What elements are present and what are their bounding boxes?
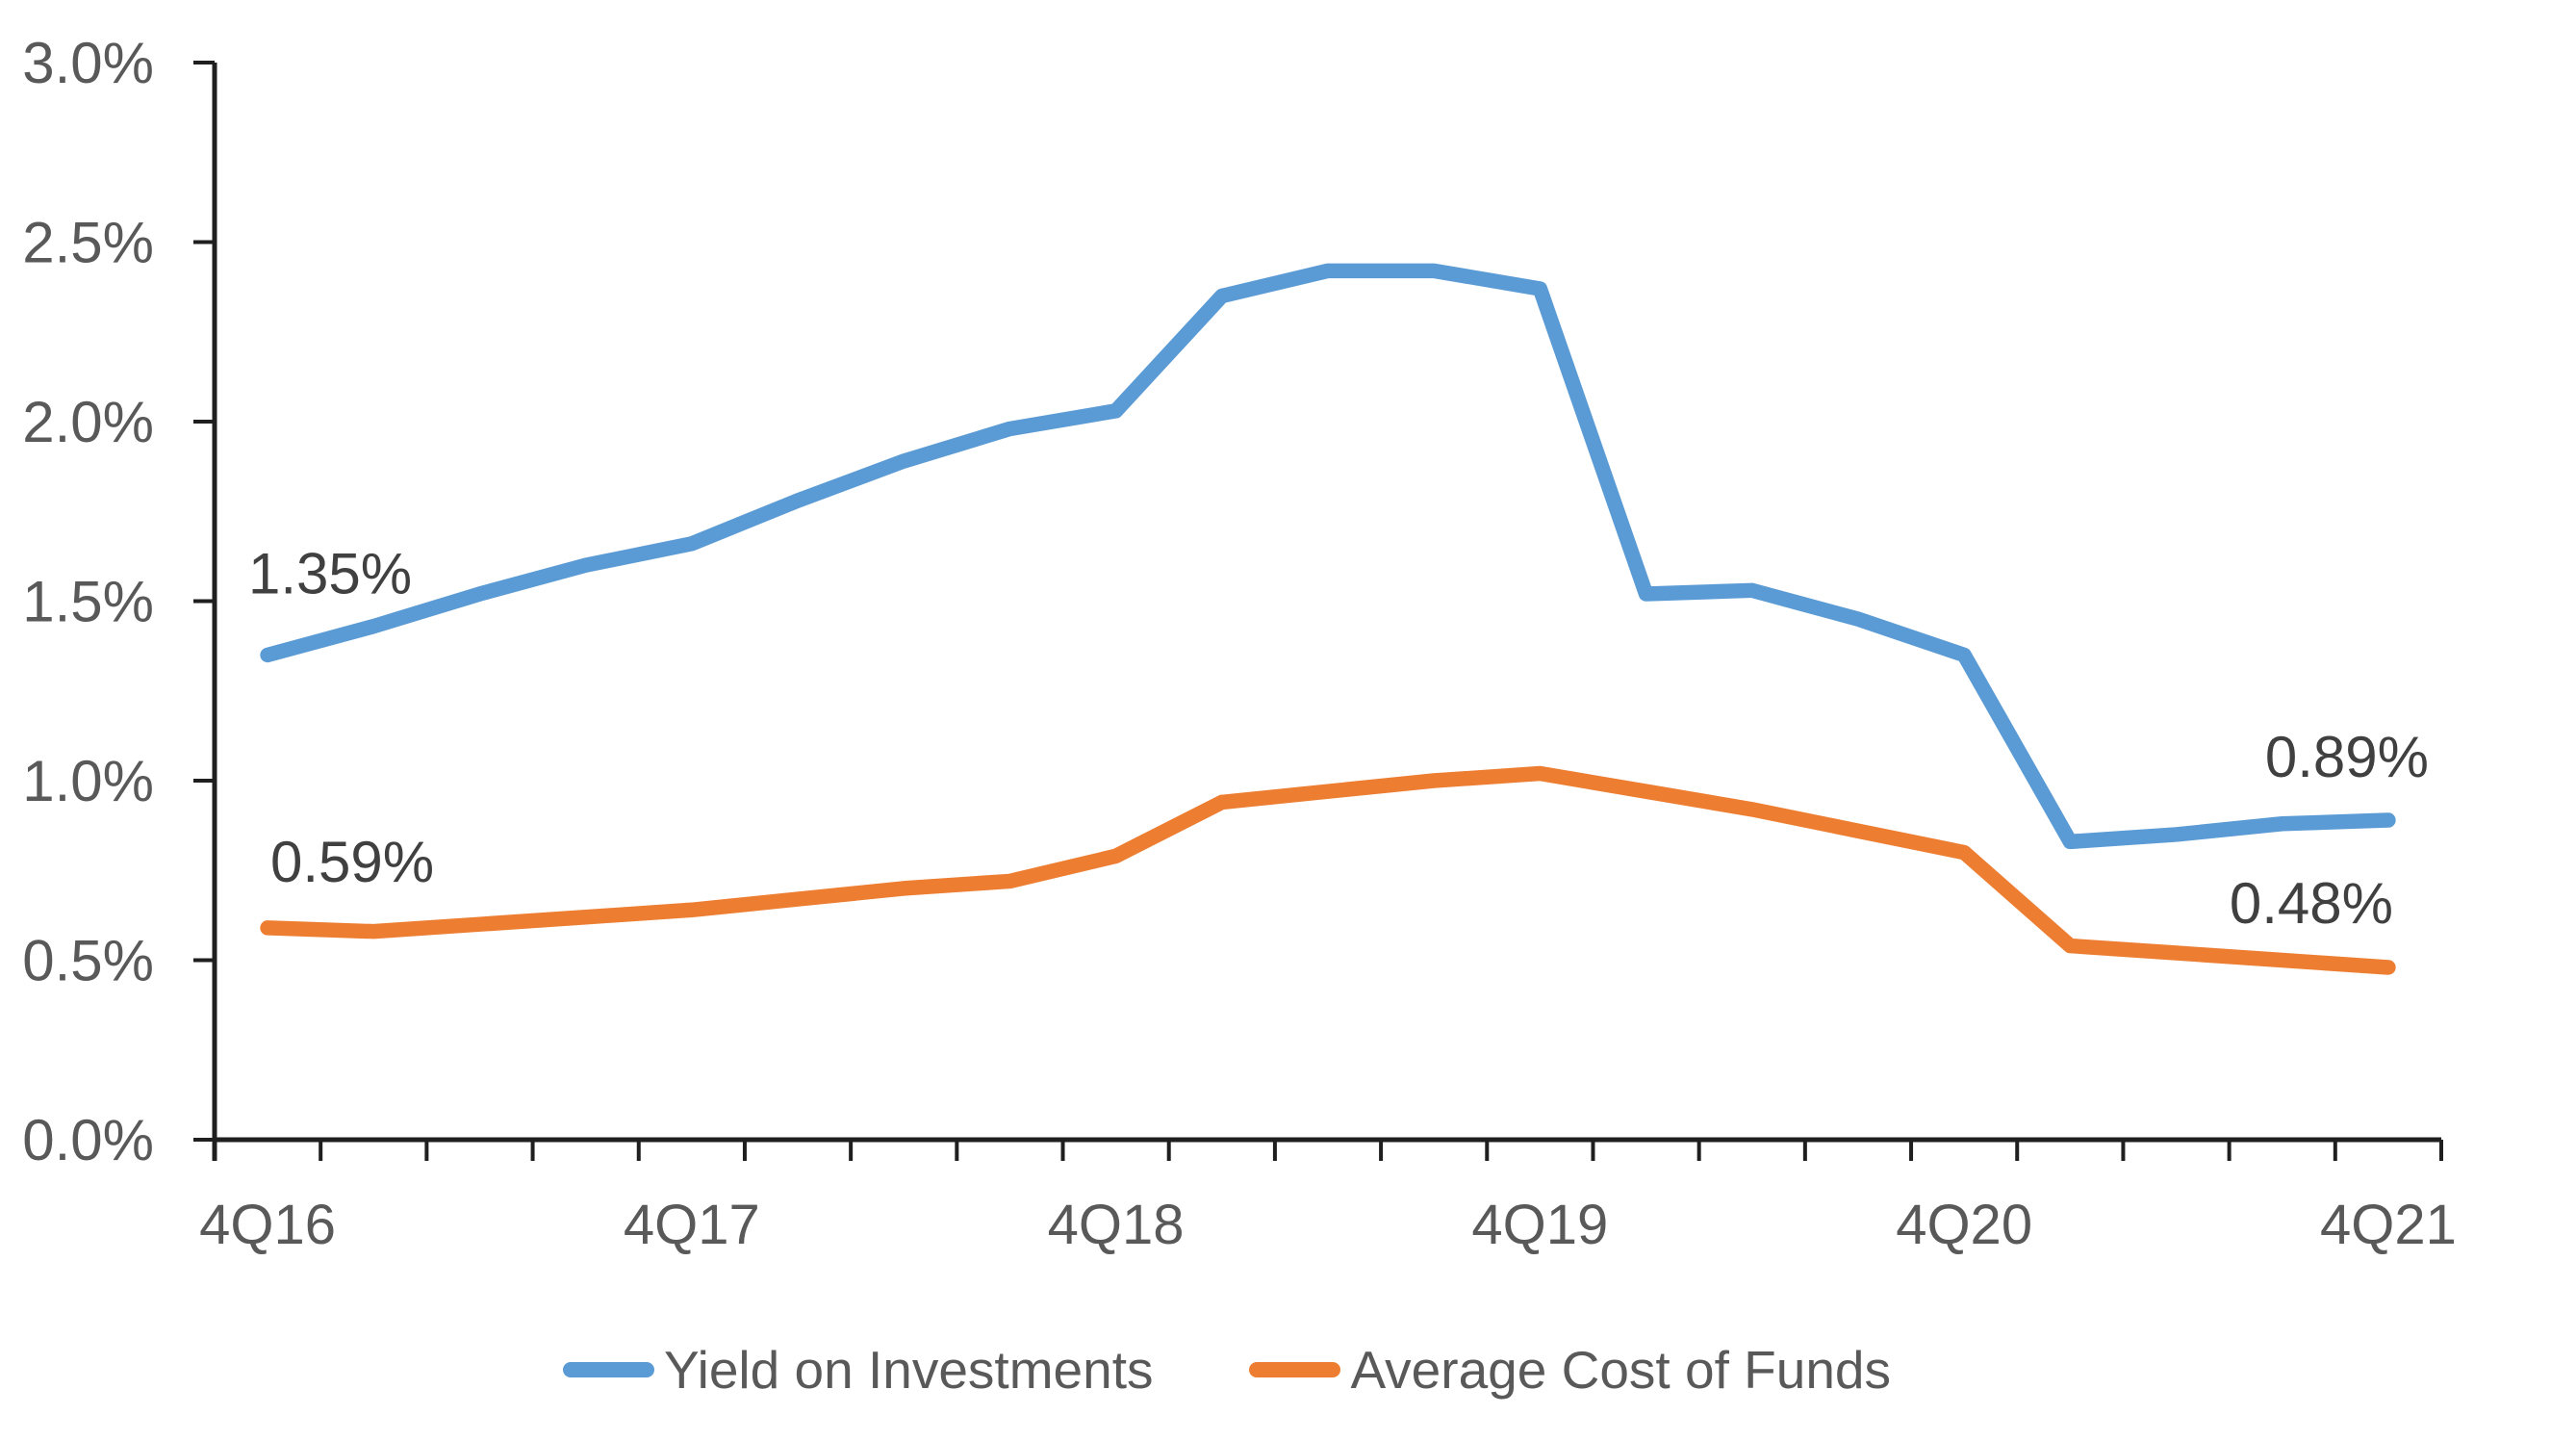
legend-swatch-yield xyxy=(562,1362,654,1377)
legend-label-cost: Average Cost of Funds xyxy=(1350,1340,1892,1400)
chart-legend: Yield on Investments Average Cost of Fun… xyxy=(0,1336,2454,1403)
legend-item-yield: Yield on Investments xyxy=(562,1339,1154,1401)
legend-swatch-cost xyxy=(1249,1362,1341,1377)
legend-label-yield: Yield on Investments xyxy=(663,1340,1154,1400)
legend-item-cost: Average Cost of Funds xyxy=(1249,1339,1891,1401)
annotation-cost-end: 0.48% xyxy=(2230,871,2393,936)
axes xyxy=(212,63,2441,1161)
x-axis-tick-label: 4Q19 xyxy=(1471,1194,1608,1256)
x-axis-labels: 4Q16 4Q17 4Q18 4Q19 4Q20 4Q21 xyxy=(199,1194,2457,1256)
y-axis-tick-label: 2.0% xyxy=(22,390,154,454)
x-axis-ticks xyxy=(213,1140,2443,1161)
y-axis-labels: 0.0% 0.5% 1.0% 1.5% 2.0% 2.5% 3.0% xyxy=(22,31,154,1172)
series-line-1 xyxy=(260,765,2396,975)
y-axis-tick-label: 0.0% xyxy=(22,1108,154,1172)
y-axis-tick-label: 2.5% xyxy=(22,211,154,275)
y-axis-tick-label: 3.0% xyxy=(22,31,154,95)
x-axis-tick-label: 4Q20 xyxy=(1896,1194,2032,1256)
y-axis-ticks xyxy=(193,61,215,1142)
annotation-yield-start: 1.35% xyxy=(248,541,412,605)
x-axis-tick-label: 4Q18 xyxy=(1048,1194,1185,1256)
x-axis-tick-label: 4Q17 xyxy=(624,1194,760,1256)
data-series-lines xyxy=(260,263,2396,975)
y-axis-tick-label: 0.5% xyxy=(22,929,154,993)
y-axis-tick-label: 1.0% xyxy=(22,749,154,813)
series-line-0 xyxy=(260,263,2396,850)
annotation-yield-end: 0.89% xyxy=(2265,725,2429,789)
annotation-cost-start: 0.59% xyxy=(270,830,434,894)
y-axis-tick-label: 1.5% xyxy=(22,570,154,634)
x-axis-tick-label: 4Q16 xyxy=(199,1194,336,1256)
x-axis-tick-label: 4Q21 xyxy=(2320,1194,2457,1256)
